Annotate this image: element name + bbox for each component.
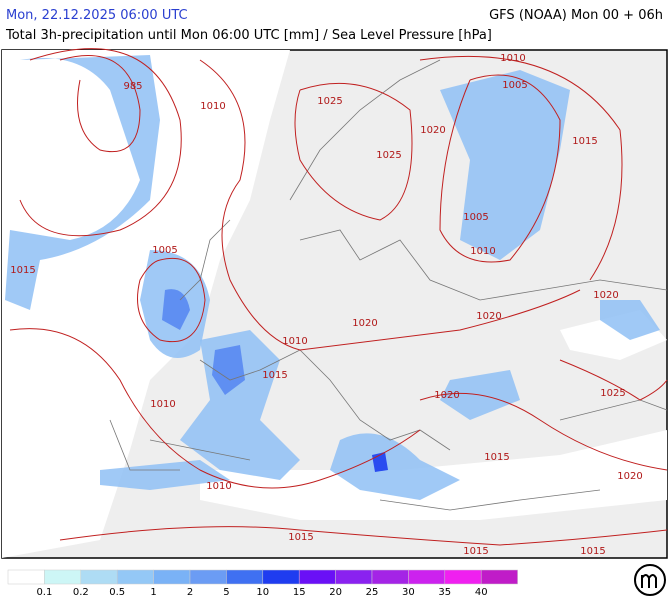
legend-swatch [335, 569, 373, 585]
isobar-label: 1020 [617, 471, 642, 482]
precip-legend: 0.1 0.2 0.5 1 2 5 10 15 20 25 30 35 40 [7, 569, 518, 598]
legend-swatch [7, 569, 45, 585]
isobar-label: 1020 [593, 290, 618, 301]
isobar-label: 1025 [317, 96, 342, 107]
map-time: Mon, 22.12.2025 06:00 UTC [6, 8, 188, 23]
legend-swatch [298, 569, 336, 585]
legend-swatch [262, 569, 300, 585]
precipitation [5, 55, 660, 500]
legend-label: 15 [293, 587, 306, 598]
legend-label: 25 [366, 587, 379, 598]
legend-label: 0.5 [109, 587, 125, 598]
legend-label: 0.2 [73, 587, 89, 598]
isobar-label: 1005 [463, 212, 488, 223]
legend-swatch [189, 569, 227, 585]
isobar-label: 1020 [434, 390, 459, 401]
isobar-label: 1005 [502, 80, 527, 91]
isobar-label: 1020 [352, 318, 377, 329]
isobar-label: 1005 [152, 245, 177, 256]
legend-swatch [408, 569, 446, 585]
isobar-label: 1010 [500, 53, 525, 64]
isobar-label: 1015 [262, 370, 287, 381]
isobar-label: 1015 [580, 546, 605, 557]
legend-label: 0.1 [36, 587, 52, 598]
isobar-label: 1010 [200, 101, 225, 112]
isobar-label: 1015 [288, 532, 313, 543]
isobar-label: 1020 [476, 311, 501, 322]
legend-label: 2 [187, 587, 193, 598]
legend-label: 1 [150, 587, 156, 598]
legend-swatch [153, 569, 191, 585]
isobar-labels: 985 1010 1025 1010 1005 1020 1025 1015 1… [10, 53, 642, 557]
isobar-label: 1015 [463, 546, 488, 557]
isobars [9, 48, 668, 546]
legend-label: 20 [329, 587, 342, 598]
legend-label: 10 [256, 587, 269, 598]
model-run: GFS (NOAA) Mon 00 + 06h [489, 8, 663, 23]
isobar-label: 1010 [206, 481, 231, 492]
legend-swatch [444, 569, 482, 585]
isobar-label: 1025 [376, 150, 401, 161]
legend-label: 35 [438, 587, 451, 598]
legend-swatch [226, 569, 264, 585]
legend-swatch [116, 569, 154, 585]
legend-label: 40 [475, 587, 488, 598]
isobar-label: 985 [123, 81, 142, 92]
isobar-label: 1015 [572, 136, 597, 147]
isobar-label: 1025 [600, 388, 625, 399]
isobar-label: 1015 [484, 452, 509, 463]
isobar-label: 1010 [150, 399, 175, 410]
isobar-label: 1010 [470, 246, 495, 257]
legend-swatch [371, 569, 409, 585]
legend-swatch [480, 569, 518, 585]
isobar-label: 1010 [282, 336, 307, 347]
map: 985 1010 1025 1010 1005 1020 1025 1015 1… [1, 48, 668, 559]
isobar-label: 1015 [10, 265, 35, 276]
isobar-label: 1020 [420, 125, 445, 136]
logo [634, 564, 666, 596]
legend-label: 5 [223, 587, 229, 598]
map-subtitle: Total 3h-precipitation until Mon 06:00 U… [5, 28, 492, 43]
legend-swatch [80, 569, 118, 585]
legend-swatch [44, 569, 82, 585]
legend-label: 30 [402, 587, 415, 598]
